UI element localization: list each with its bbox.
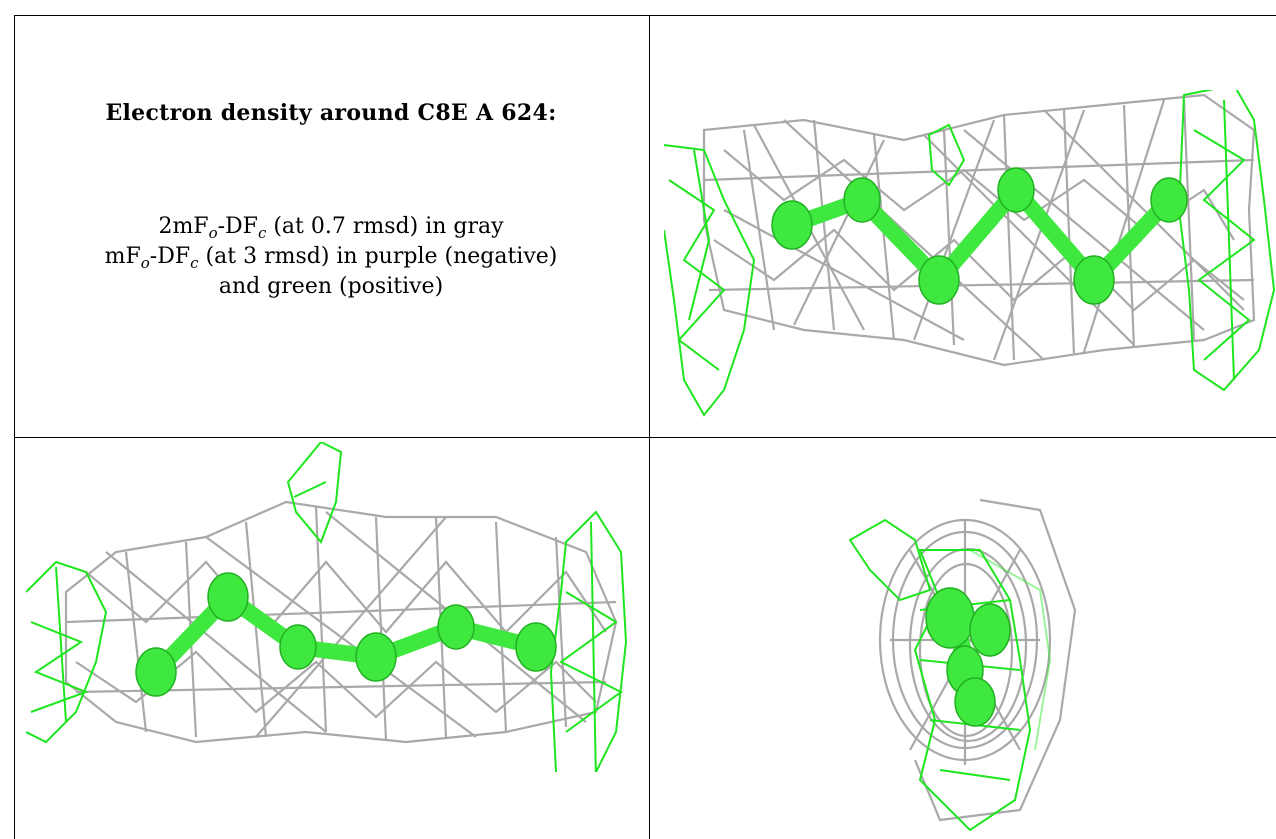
atom [843, 177, 881, 223]
table-border-row [14, 437, 1276, 438]
atom [279, 624, 317, 670]
atom [1150, 177, 1188, 223]
ligand-model [771, 167, 1188, 305]
atom [771, 200, 813, 250]
green-density-mesh [26, 442, 628, 772]
atom [515, 622, 557, 672]
table-border-middle [649, 15, 650, 839]
caption-line-fo-fc: mFo-DFc (at 3 rmsd) in purple (negative) [104, 244, 558, 272]
atom [954, 677, 996, 727]
density-view-bottom-left [26, 442, 628, 772]
caption-line-3: and green (positive) [218, 274, 444, 299]
atom [969, 603, 1011, 657]
atom [355, 632, 397, 682]
ligand-model [925, 587, 1011, 727]
gray-density-mesh [64, 500, 618, 744]
density-caption: Electron density around C8E A 624: 2mFo-… [14, 16, 648, 436]
atom [925, 587, 975, 649]
density-view-bottom-right [848, 498, 1077, 832]
atom [207, 572, 249, 622]
atom [918, 255, 960, 305]
table-border-top [14, 15, 1276, 16]
density-view-top-right [664, 90, 1276, 417]
atom [135, 647, 177, 697]
caption-legend: 2mFo-DFc (at 0.7 rmsd) in gray mFo-DFc (… [14, 212, 648, 302]
atom [437, 604, 475, 650]
caption-title: Electron density around C8E A 624: [105, 100, 557, 126]
caption-line-2fo-fc: 2mFo-DFc (at 0.7 rmsd) in gray [158, 214, 504, 242]
table-border-left [14, 15, 15, 839]
atom [1073, 255, 1115, 305]
atom [997, 167, 1035, 213]
ligand-model [135, 572, 557, 697]
green-density-mesh [664, 90, 1276, 417]
